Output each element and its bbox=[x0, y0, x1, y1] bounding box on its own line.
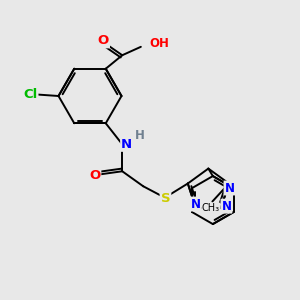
Text: N: N bbox=[191, 198, 201, 211]
Text: N: N bbox=[121, 138, 132, 151]
Text: CH₃: CH₃ bbox=[202, 203, 220, 213]
Text: O: O bbox=[89, 169, 100, 182]
Text: O: O bbox=[98, 34, 109, 47]
Text: S: S bbox=[160, 192, 170, 205]
Text: N: N bbox=[221, 200, 231, 213]
Text: N: N bbox=[224, 182, 235, 194]
Text: OH: OH bbox=[149, 37, 169, 50]
Text: H: H bbox=[135, 129, 145, 142]
Text: Cl: Cl bbox=[23, 88, 38, 101]
